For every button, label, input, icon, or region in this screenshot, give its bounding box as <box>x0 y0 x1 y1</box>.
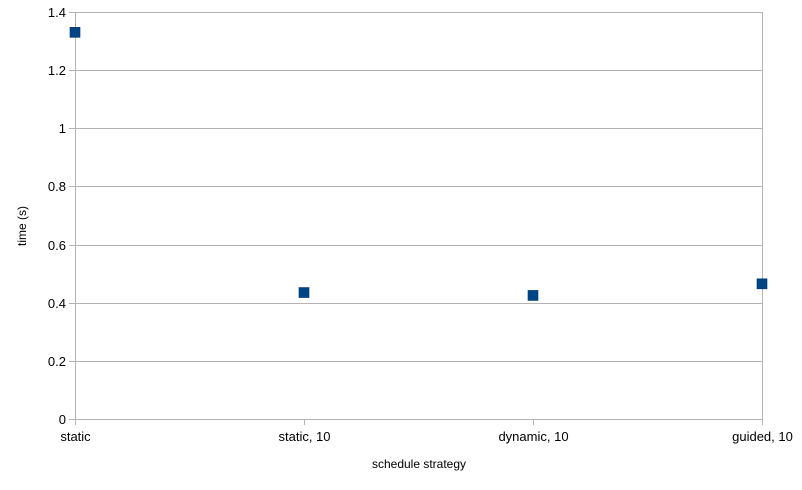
x-tick-label: guided, 10 <box>732 429 793 444</box>
data-point <box>298 287 310 298</box>
data-points <box>69 27 768 301</box>
x-tick-labels: static static, 10 dynamic, 10 guided, 10 <box>60 429 793 444</box>
y-tick-label: 0.4 <box>48 296 66 311</box>
axes <box>69 12 763 425</box>
x-axis-label: schedule strategy <box>372 457 466 471</box>
data-point <box>69 27 81 38</box>
x-tick-label: static <box>60 429 91 444</box>
data-point <box>756 278 768 290</box>
y-tick-label: 0.6 <box>48 238 66 253</box>
y-tick-label: 0.2 <box>48 354 66 369</box>
x-tick-label: dynamic, 10 <box>498 429 568 444</box>
data-point <box>527 290 539 301</box>
y-tick-label: 1.4 <box>48 5 66 20</box>
y-tick-label: 0.8 <box>48 179 66 194</box>
gridlines <box>75 12 762 362</box>
y-axis-label: time (s) <box>15 206 29 246</box>
y-tick-label: 1 <box>59 121 66 136</box>
y-tick-label: 1.2 <box>48 63 66 78</box>
x-tick-label: static, 10 <box>278 429 330 444</box>
y-tick-labels: 0 0.2 0.4 0.6 0.8 1 1.2 1.4 <box>48 5 66 427</box>
y-tick-label: 0 <box>59 412 66 427</box>
